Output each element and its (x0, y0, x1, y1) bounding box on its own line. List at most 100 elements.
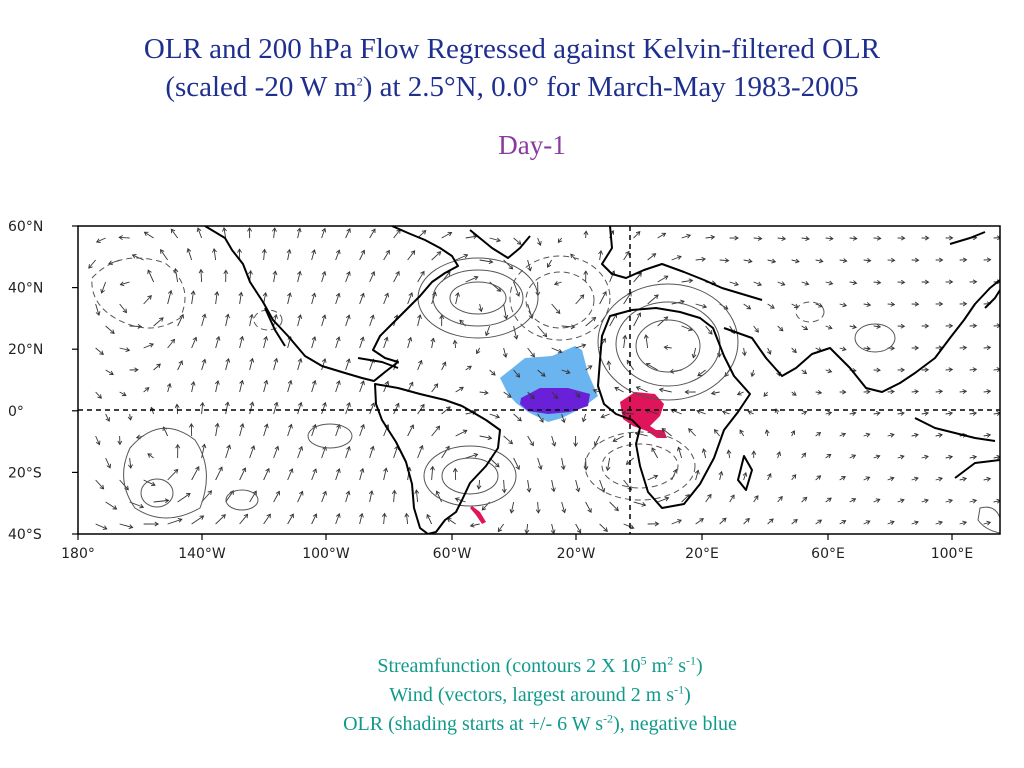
wind-vector (839, 476, 846, 481)
contour (597, 283, 739, 401)
wind-vector (585, 501, 592, 513)
wind-vector (297, 402, 302, 415)
wind-vector-head (239, 379, 245, 385)
wind-vector-head (575, 393, 581, 398)
wind-vector (335, 293, 340, 305)
wind-vector (623, 523, 634, 529)
wind-vector-head (121, 391, 127, 397)
wind-vector-head (938, 257, 944, 263)
plot-frame (77, 225, 1001, 535)
wind-vector-head (106, 463, 112, 469)
wind-vector (489, 413, 500, 418)
wind-vector-head (156, 363, 161, 369)
wind-vector (633, 501, 646, 506)
wind-vector-head (322, 490, 327, 496)
wind-vector-head (502, 353, 508, 358)
wind-vector (945, 412, 953, 415)
wind-vector-head (780, 281, 786, 286)
wind-vector-head (407, 336, 413, 342)
wind-vector-head (117, 440, 123, 446)
wind-vector-head (924, 323, 930, 329)
wind-vector (174, 268, 179, 283)
contour (977, 506, 1000, 534)
wind-vector-head (312, 513, 318, 519)
wind-vector (153, 363, 161, 371)
wind-vector (599, 479, 605, 493)
wind-vector (191, 291, 194, 305)
wind-vector-head (297, 314, 303, 319)
wind-vector-head (463, 253, 469, 259)
lon-tick-label: 100°E (931, 546, 974, 562)
wind-vector-head (201, 313, 207, 319)
wind-vector (777, 325, 784, 332)
wind-vector-head (790, 430, 796, 435)
wind-vector-head (297, 357, 303, 363)
contour (91, 257, 186, 329)
wind-vector-head (370, 271, 376, 276)
contour (854, 323, 896, 353)
wind-vector-head (972, 498, 978, 504)
wind-vector-head (271, 227, 277, 232)
wind-vector-head (487, 435, 493, 441)
wind-vector (417, 314, 421, 327)
wind-vector (887, 477, 894, 481)
wind-vector-head (289, 513, 294, 519)
contour (635, 319, 701, 373)
wind-vector-head (311, 292, 317, 298)
wind-vector-head (581, 343, 587, 349)
wind-vector (719, 471, 723, 481)
wind-vector (767, 303, 775, 309)
lon-tick-label: 100°W (302, 546, 350, 562)
wind-vector-head (803, 325, 809, 330)
wind-vector (369, 446, 374, 459)
wind-vector (95, 303, 100, 316)
wind-vector (143, 387, 150, 393)
wind-vector-head (688, 428, 693, 433)
wind-vector-head (335, 336, 341, 342)
wind-vector-head (875, 411, 881, 416)
wind-vector-head (739, 429, 744, 435)
wind-vector-head (447, 231, 453, 237)
wind-vector-head (509, 508, 515, 514)
wind-vector-head (986, 389, 992, 394)
wind-vector (959, 390, 967, 393)
figure-caption: Streamfunction (contours 2 X 105 m2 s-1)… (0, 652, 1024, 739)
wind-vector (935, 477, 943, 481)
wind-vector (697, 369, 706, 377)
wind-vector (454, 340, 457, 349)
wind-vector-head (201, 443, 207, 449)
wind-vector (345, 491, 350, 503)
wind-vector-head (876, 367, 881, 373)
wind-vector (547, 259, 553, 268)
wind-vector (839, 259, 847, 262)
wind-vector-head (335, 513, 341, 518)
wind-vector-head (266, 513, 271, 519)
wind-vector (636, 386, 648, 393)
wind-vector (815, 475, 821, 481)
wind-vector-head (875, 454, 881, 460)
wind-vector (608, 361, 611, 371)
wind-vector (321, 402, 326, 415)
wind-vector-head (865, 432, 871, 438)
wind-vector (321, 228, 326, 239)
wind-vector-head (185, 493, 191, 498)
wind-vector-head (691, 353, 697, 359)
wind-vector-head (249, 401, 255, 407)
wind-vector-head (312, 468, 318, 474)
wind-vector (599, 523, 608, 532)
wind-vector (839, 433, 846, 437)
wind-vector-head (701, 448, 707, 453)
wind-vector-head (384, 292, 389, 298)
wind-vector-head (476, 349, 481, 355)
contour (509, 255, 611, 341)
wind-vector-head (274, 445, 280, 451)
wind-vector (921, 499, 929, 503)
wind-vector-head (551, 441, 557, 447)
wind-vector-head (629, 524, 635, 530)
wind-vector (441, 232, 452, 239)
wind-vector (753, 237, 762, 240)
wind-vector (863, 476, 870, 481)
wind-vector-head (924, 279, 930, 285)
wind-vector (777, 281, 785, 286)
wind-vector-head (360, 380, 365, 386)
